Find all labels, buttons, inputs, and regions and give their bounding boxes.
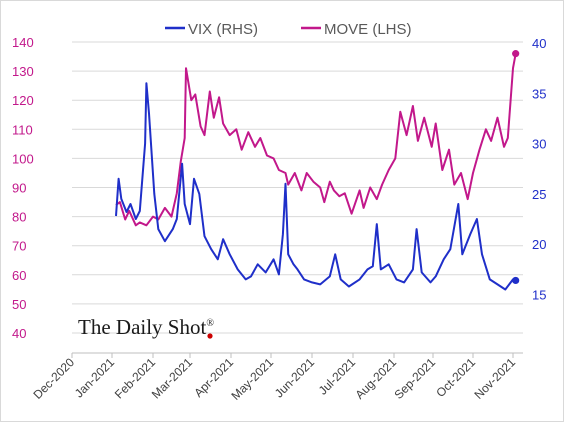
watermark: The Daily Shot®: [78, 315, 214, 339]
gridlines: [72, 41, 523, 334]
left-axis-tick-label: 70: [12, 239, 26, 254]
vix-last-point-marker: [512, 276, 520, 285]
x-axis-tick-label: Aug-2021: [352, 355, 399, 402]
legend-label: MOVE (LHS): [324, 21, 412, 38]
left-axis-tick-label: 100: [12, 151, 34, 166]
x-axis-tick-label: May-2021: [228, 355, 276, 403]
x-axis-tick-label: Jan-2021: [72, 355, 118, 401]
left-axis-tick-label: 60: [12, 268, 26, 283]
right-axis-tick-label: 25: [532, 187, 546, 202]
x-axis-tick-label: Nov-2021: [471, 355, 518, 402]
right-axis-tick-label: 20: [532, 237, 546, 252]
watermark-dot: [207, 333, 213, 339]
x-axis-tick-label: Dec-2020: [30, 355, 77, 402]
x-axis-tick-label: Mar-2021: [149, 355, 195, 401]
series-layer: [115, 50, 520, 291]
vix-series-line: [115, 82, 517, 291]
left-axis-tick-label: 120: [12, 93, 34, 108]
legend-label: VIX (RHS): [188, 21, 258, 38]
axes: 40 50 60 70 80 90 100 110 120 130 140 15 20 25 30 35 40 D…: [12, 35, 546, 403]
right-axis-tick-label: 40: [532, 36, 546, 51]
right-axis-tick-label: 15: [532, 288, 546, 303]
move-last-point-marker: [512, 50, 520, 58]
x-axis-tick-label: Jun-2021: [272, 355, 318, 401]
left-axis-tick-label: 90: [12, 181, 26, 196]
legend-item-vix[interactable]: VIX (RHS): [165, 21, 258, 38]
left-axis-tick-label: 140: [12, 35, 34, 50]
legend[interactable]: VIX (RHS) MOVE (LHS): [165, 21, 412, 38]
left-axis-tick-label: 40: [12, 326, 26, 341]
right-axis-tick-label: 35: [532, 86, 546, 101]
svg-text:The Daily Shot®: The Daily Shot®: [78, 315, 214, 339]
legend-item-move[interactable]: MOVE (LHS): [301, 21, 412, 38]
left-axis-tick-label: 110: [12, 122, 33, 137]
left-axis-tick-label: 80: [12, 210, 26, 225]
left-axis-tick-label: 50: [12, 297, 26, 312]
move-series-line: [115, 53, 517, 227]
left-axis-tick-label: 130: [12, 64, 34, 79]
watermark-registered-mark: ®: [206, 318, 214, 329]
x-axis-tick-label: Sep-2021: [391, 355, 438, 402]
right-axis-tick-label: 30: [532, 137, 546, 152]
